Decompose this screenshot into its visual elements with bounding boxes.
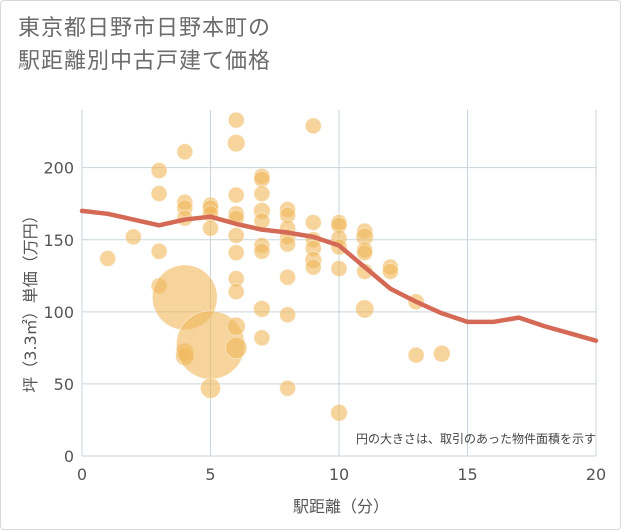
bubble-point [253, 300, 271, 318]
bubble-layer [99, 111, 451, 422]
bubble-point [227, 186, 245, 204]
y-tick-label: 150 [43, 231, 74, 250]
grid-lines [81, 110, 597, 457]
bubble-point [356, 244, 374, 262]
trend-line [79, 208, 599, 343]
y-tick-label: 100 [43, 303, 74, 322]
y-tick-label: 50 [54, 375, 74, 394]
bubble-point [224, 336, 248, 360]
bubble-point [226, 133, 246, 153]
x-tick-label: 10 [329, 465, 349, 484]
bubble-point [176, 143, 194, 161]
x-tick-label: 5 [205, 465, 215, 484]
bubble-point [226, 316, 246, 336]
bubble-point [150, 162, 168, 180]
bubble-point [279, 379, 297, 397]
bubble-point [227, 244, 245, 262]
x-axis-label: 駅距離（分） [293, 497, 389, 516]
x-tick-label: 0 [77, 465, 87, 484]
bubble-point [304, 117, 322, 135]
bubble-point [304, 258, 322, 276]
bubble-point [227, 111, 245, 129]
y-axis-label: 坪（3.3㎡）単価（万円） [21, 207, 40, 392]
bubble-point [432, 344, 451, 363]
bubble-point [227, 226, 245, 244]
y-tick-label: 0 [64, 447, 74, 466]
bubble-point [227, 283, 245, 301]
x-tick-label: 20 [586, 465, 606, 484]
chart-title-line-2: 駅距離別中古戸建て価格 [18, 49, 272, 74]
chart-title-line-1: 東京都日野市日野本町の [18, 16, 272, 41]
bubble-point [253, 242, 271, 260]
bubble-point [253, 185, 271, 203]
bubble-point [304, 213, 322, 231]
size-annotation: 円の大きさは、取引のあった物件面積を示す [356, 431, 596, 446]
bubble-point [202, 219, 219, 237]
x-tick-label: 15 [457, 465, 477, 484]
bubble-point [381, 262, 399, 280]
bubble-point [330, 403, 348, 422]
trend-line-layer [79, 208, 599, 343]
chart-title: 東京都日野市日野本町の 駅距離別中古戸建て価格 [18, 12, 271, 78]
bubble-point [99, 249, 117, 267]
bubble-point [279, 235, 297, 253]
bubble-point [199, 377, 222, 399]
bubble-point [279, 306, 297, 324]
bubble-point [124, 228, 142, 246]
bubble-point [253, 170, 271, 188]
bubble-point [150, 185, 168, 203]
bubble-point [330, 260, 348, 278]
bubble-point [150, 242, 168, 260]
bubble-point [407, 346, 425, 364]
bubble-point [253, 329, 271, 347]
y-tick-label: 200 [43, 159, 74, 178]
bubble-point [355, 299, 375, 319]
bubble-point [279, 268, 297, 286]
